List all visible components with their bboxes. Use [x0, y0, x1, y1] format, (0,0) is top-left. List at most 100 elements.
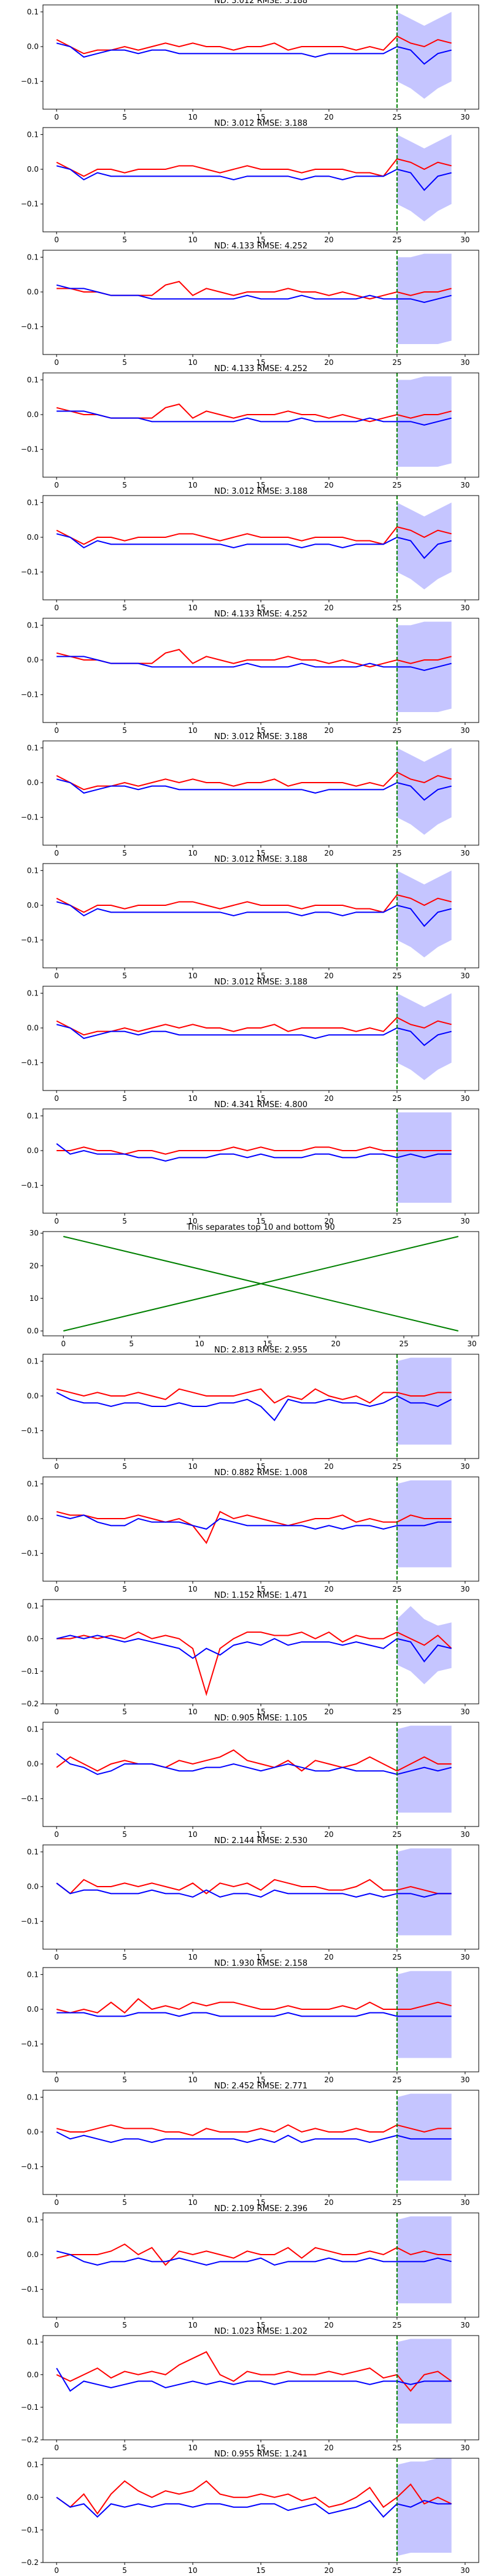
y-tick-label: −0.1	[21, 813, 39, 822]
forecast-series-line	[56, 2012, 452, 2017]
forecast-series-line	[56, 410, 452, 426]
y-tick-label: 0.0	[27, 2371, 39, 2379]
y-tick-label: 0.0	[27, 901, 39, 910]
x-tick-label: 15	[256, 604, 265, 612]
y-tick-label: −0.2	[21, 2436, 39, 2444]
x-tick-label: 10	[188, 358, 197, 367]
x-tick-label: 5	[122, 2076, 127, 2084]
y-tick-label: 0.0	[27, 1327, 39, 1335]
x-tick-label: 30	[460, 2444, 470, 2452]
x-tick-label: 15	[263, 1340, 272, 1348]
x-tick-label: 5	[129, 1340, 134, 1348]
forecast-series-line	[56, 42, 452, 65]
actual-series-line	[56, 280, 452, 300]
y-tick-label: −0.1	[21, 1427, 39, 1435]
forecast-series-line	[56, 2250, 452, 2266]
y-tick-label: 0.1	[27, 498, 39, 507]
x-tick-label: 10	[188, 2566, 197, 2575]
x-tick-label: 5	[122, 1953, 127, 1961]
x-tick-label: 30	[460, 849, 470, 857]
chart-panel-11: This separates top 10 and bottom 90 0 5 10 1…	[27, 1223, 479, 1348]
x-tick-label: 30	[460, 1708, 470, 1716]
y-tick-label: 0.1	[27, 7, 39, 16]
y-tick-label: 10	[29, 1294, 39, 1303]
x-tick-label: 10	[188, 1830, 197, 1839]
x-tick-label: 30	[460, 1462, 470, 1471]
forecast-series-line	[56, 1753, 452, 1776]
x-tick-label: 30	[460, 2321, 470, 2329]
x-tick-label: 25	[392, 2566, 401, 2575]
x-tick-label: 30	[460, 1094, 470, 1103]
uncertainty-band	[396, 748, 452, 835]
chart-title: ND: 4.133 RMSE: 4.252	[214, 364, 307, 374]
x-tick-label: 15	[256, 972, 265, 980]
chart-panel-17: ND: 1.930 RMSE: 2.158 0 5 10 15 20 25 30 0.1 0.0 −…	[21, 1959, 479, 2084]
y-tick-label: −0.1	[21, 1549, 39, 1558]
x-tick-label: 25	[392, 972, 401, 980]
y-tick-label: −0.1	[21, 2403, 39, 2412]
y-tick-label: 0.0	[27, 2128, 39, 2136]
forecast-series-line	[56, 1143, 452, 1162]
x-tick-label: 20	[324, 726, 333, 735]
y-tick-label: 30	[29, 1229, 39, 1238]
forecast-series-line	[56, 901, 452, 927]
forecast-series-line	[56, 1392, 452, 1422]
chart-panel-13: ND: 0.882 RMSE: 1.008 0 5 10 15 20 25 30 0.1 0.0 −…	[21, 1468, 479, 1593]
x-tick-label: 20	[324, 1708, 333, 1716]
chart-panel-2: ND: 3.012 RMSE: 3.188 0 5 10 15 20 25 30 0.1 0.0 −…	[21, 119, 479, 244]
actual-series-line	[56, 1631, 452, 1696]
actual-series-line	[56, 1749, 452, 1772]
chart-title: ND: 4.341 RMSE: 4.800	[214, 1100, 307, 1110]
chart-panel-1: ND: 3.012 RMSE: 3.188 0 5 10 15 20 25 30 0.1 0.0 −…	[21, 0, 479, 121]
x-tick-label: 15	[256, 1953, 265, 1961]
y-tick-label: 0.0	[27, 288, 39, 296]
x-tick-label: 5	[122, 113, 127, 121]
x-tick-label: 20	[324, 1585, 333, 1593]
y-tick-label: 0.1	[27, 2461, 39, 2469]
y-tick-label: 0.1	[27, 866, 39, 875]
chart-title: ND: 1.930 RMSE: 2.158	[214, 1959, 307, 1968]
y-tick-label: 0.1	[27, 1725, 39, 1733]
x-tick-label: 20	[324, 1830, 333, 1839]
x-tick-label: 15	[256, 1708, 265, 1716]
y-tick-label: −0.1	[21, 2526, 39, 2534]
x-tick-label: 15	[256, 1094, 265, 1103]
x-tick-label: 25	[392, 1094, 401, 1103]
x-tick-label: 15	[256, 1585, 265, 1593]
chart-panel-14: ND: 1.152 RMSE: 1.471 0 5 10 15 20 25 30 0.1 0.0 −…	[21, 1591, 479, 1716]
y-tick-label: 0.0	[27, 1514, 39, 1523]
y-tick-label: 0.1	[27, 2093, 39, 2101]
uncertainty-band	[396, 1971, 452, 2058]
x-tick-label: 20	[324, 481, 333, 489]
y-tick-label: −0.2	[21, 2558, 39, 2567]
actual-series-line	[56, 1388, 452, 1404]
x-tick-label: 15	[256, 2444, 265, 2452]
x-tick-label: 5	[122, 2566, 127, 2575]
y-tick-label: 0.0	[27, 2005, 39, 2014]
y-tick-label: −0.1	[21, 1917, 39, 1926]
separator-line	[63, 1235, 458, 1332]
actual-series-line	[56, 403, 452, 423]
forecast-series-line	[56, 1635, 452, 1663]
x-tick-label: 10	[188, 2444, 197, 2452]
x-tick-label: 10	[188, 113, 197, 121]
x-tick-label: 5	[122, 236, 127, 244]
actual-series-line	[56, 2480, 452, 2515]
chart-panel-7: ND: 3.012 RMSE: 3.188 0 5 10 15 20 25 30 0.1 0.0 −…	[21, 732, 479, 857]
x-tick-label: 15	[256, 1462, 265, 1471]
x-tick-label: 25	[392, 1708, 401, 1716]
x-tick-label: 15	[256, 2321, 265, 2329]
y-tick-label: −0.1	[21, 691, 39, 699]
chart-title: ND: 1.152 RMSE: 1.471	[214, 1591, 307, 1600]
x-tick-label: 15	[256, 358, 265, 367]
x-tick-label: 25	[392, 1953, 401, 1961]
uncertainty-band	[396, 1725, 452, 1813]
x-tick-label: 25	[392, 1217, 401, 1225]
y-tick-label: 0.0	[27, 1146, 39, 1155]
x-tick-label: 25	[399, 1340, 408, 1348]
actual-series-line	[56, 526, 452, 545]
actual-series-line	[56, 1879, 452, 1895]
x-tick-label: 0	[61, 1340, 66, 1348]
x-tick-label: 10	[188, 972, 197, 980]
x-tick-label: 0	[54, 1094, 59, 1103]
